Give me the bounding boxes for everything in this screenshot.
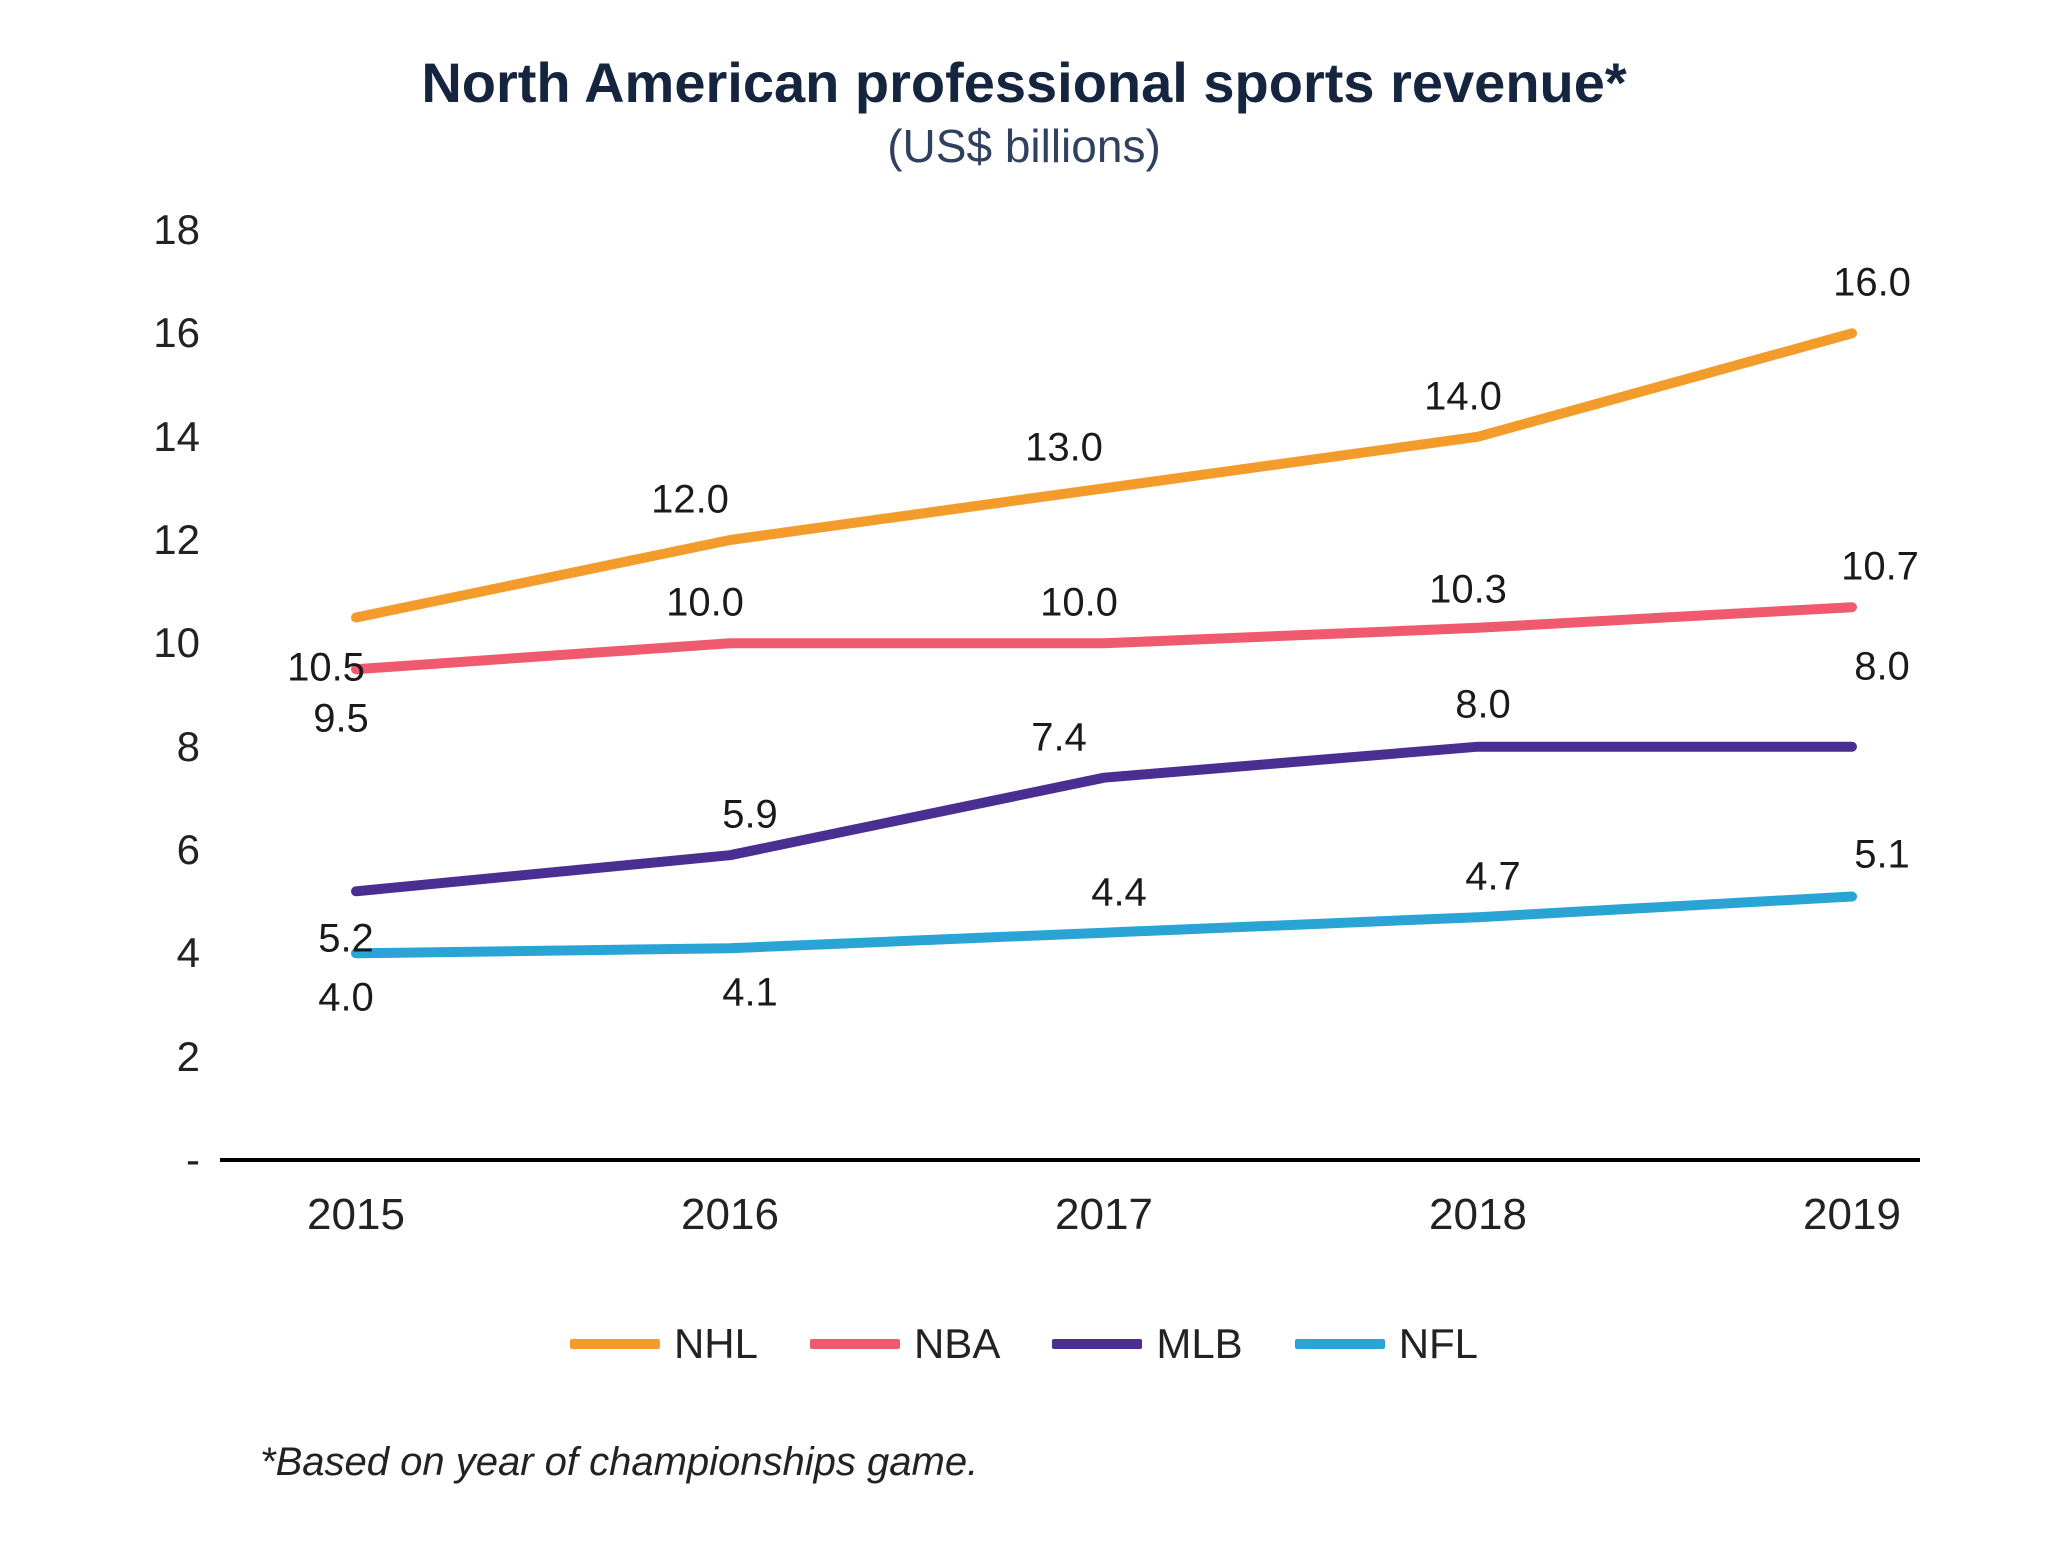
- data-label: 10.5: [287, 645, 365, 690]
- data-label: 10.7: [1841, 545, 1919, 590]
- y-tick-label: -: [100, 1136, 200, 1184]
- legend-item-nba: NBA: [810, 1320, 1000, 1368]
- legend-swatch: [1295, 1339, 1385, 1349]
- legend-label: MLB: [1156, 1320, 1242, 1368]
- data-label: 4.1: [722, 971, 778, 1016]
- legend-label: NBA: [914, 1320, 1000, 1368]
- y-tick-label: 6: [100, 826, 200, 874]
- data-label: 12.0: [651, 478, 729, 523]
- data-label: 13.0: [1025, 426, 1103, 471]
- data-label: 4.7: [1465, 855, 1521, 900]
- footnote: *Based on year of championships game.: [260, 1440, 978, 1485]
- data-label: 5.9: [722, 793, 778, 838]
- data-label: 5.1: [1854, 832, 1910, 877]
- data-label: 7.4: [1031, 715, 1087, 760]
- x-tick-label: 2019: [1803, 1190, 1901, 1240]
- x-tick-label: 2015: [307, 1190, 405, 1240]
- legend-item-mlb: MLB: [1052, 1320, 1242, 1368]
- legend-item-nhl: NHL: [570, 1320, 758, 1368]
- x-axis-line: [220, 1158, 1920, 1162]
- data-label: 10.3: [1429, 567, 1507, 612]
- x-tick-label: 2018: [1429, 1190, 1527, 1240]
- y-tick-label: 10: [100, 619, 200, 667]
- y-tick-label: 12: [100, 516, 200, 564]
- legend-item-nfl: NFL: [1295, 1320, 1478, 1368]
- y-axis: -24681012141618: [100, 230, 200, 1160]
- chart-title: North American professional sports reven…: [0, 50, 2048, 115]
- x-axis: 2015 2016 2017 2018 2019: [220, 1190, 1920, 1250]
- x-tick-label: 2017: [1055, 1190, 1153, 1240]
- data-label: 8.0: [1455, 682, 1511, 727]
- chart-lines: [220, 230, 1920, 1160]
- x-tick-label: 2016: [681, 1190, 779, 1240]
- data-label: 4.4: [1091, 870, 1147, 915]
- y-tick-label: 4: [100, 929, 200, 977]
- data-label: 8.0: [1854, 644, 1910, 689]
- data-label: 10.0: [1040, 581, 1118, 626]
- legend-label: NHL: [674, 1320, 758, 1368]
- data-label: 14.0: [1424, 374, 1502, 419]
- legend-swatch: [570, 1339, 660, 1349]
- legend-label: NFL: [1399, 1320, 1478, 1368]
- y-tick-label: 2: [100, 1033, 200, 1081]
- y-tick-label: 14: [100, 413, 200, 461]
- data-label: 9.5: [313, 697, 369, 742]
- y-tick-label: 18: [100, 206, 200, 254]
- data-label: 5.2: [318, 917, 374, 962]
- revenue-chart: North American professional sports reven…: [0, 0, 2048, 1554]
- plot-area: 10.5 12.0 13.0 14.0 16.0 9.5 10.0 10.0 10.3 10.7 5…: [220, 230, 1920, 1160]
- series-line-nhl: [356, 333, 1852, 617]
- chart-subtitle: (US$ billions): [0, 119, 2048, 173]
- title-block: North American professional sports reven…: [0, 50, 2048, 173]
- legend-swatch: [1052, 1339, 1142, 1349]
- data-label: 4.0: [318, 976, 374, 1021]
- data-label: 10.0: [666, 581, 744, 626]
- legend: NHL NBA MLB NFL: [0, 1320, 2048, 1368]
- legend-swatch: [810, 1339, 900, 1349]
- data-label: 16.0: [1833, 261, 1911, 306]
- y-tick-label: 16: [100, 309, 200, 357]
- y-tick-label: 8: [100, 723, 200, 771]
